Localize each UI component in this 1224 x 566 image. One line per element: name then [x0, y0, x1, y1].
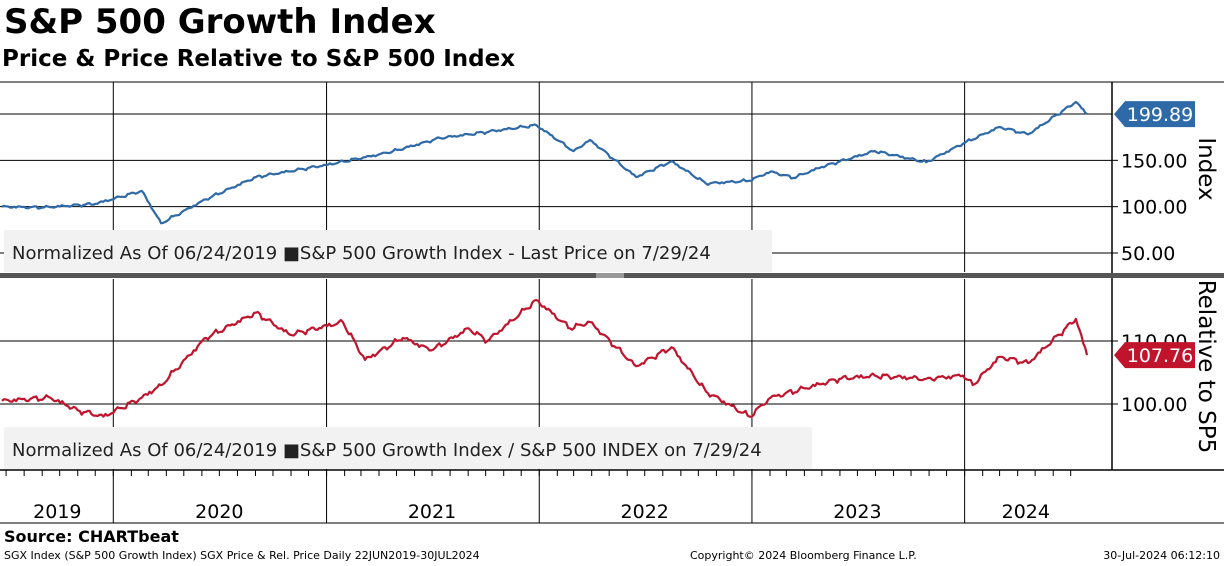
legend-layer: Normalized As Of 06/24/2019 ■S&P 500 Gro… [4, 230, 812, 469]
x-tick-label: 2023 [833, 501, 881, 523]
footer-description: SGX Index (S&P 500 Growth Index) SGX Pri… [4, 549, 480, 562]
x-tick-label: 2020 [195, 501, 243, 523]
x-tick-label: 2024 [1002, 501, 1050, 523]
price-last-value-badge [1114, 101, 1195, 128]
price-series-line [1, 100, 1088, 225]
y-tick-label: 150.00 [1121, 150, 1187, 172]
relative-last-value-badge [1114, 342, 1195, 369]
footer-timestamp: 30-Jul-2024 06:12:10 [1103, 549, 1220, 562]
relative-last-value-label: 107.76 [1127, 345, 1193, 367]
price-legend-text: Normalized As Of 06/24/2019 ■S&P 500 Gro… [12, 243, 711, 264]
y-tick-label: 100.00 [1121, 197, 1187, 219]
series-layer [1, 100, 1089, 418]
x-tick-label: 2022 [621, 501, 669, 523]
y-tick-label: 100.00 [1121, 394, 1187, 416]
relative-series-line [1, 299, 1089, 418]
price-axis-title: Index [1193, 137, 1219, 200]
price-last-value-label: 199.89 [1127, 104, 1193, 126]
x-tick-label: 2019 [33, 501, 81, 523]
relative-legend-text: Normalized As Of 06/24/2019 ■S&P 500 Gro… [12, 440, 762, 461]
chart-subtitle: Price & Price Relative to S&P 500 Index [2, 46, 516, 72]
separator-grip [596, 273, 624, 278]
price-legend-box [4, 230, 772, 272]
y-tick-label: 50.00 [1121, 243, 1175, 265]
x-tick-label: 2021 [408, 501, 456, 523]
relative-axis-title: Relative to SP5 [1193, 280, 1219, 454]
chart-title: S&P 500 Growth Index [4, 2, 436, 42]
footer-copyright: Copyright© 2024 Bloomberg Finance L.P. [690, 549, 917, 562]
source-label: Source: CHARTbeat [4, 527, 179, 546]
relative-legend-box [4, 427, 812, 469]
